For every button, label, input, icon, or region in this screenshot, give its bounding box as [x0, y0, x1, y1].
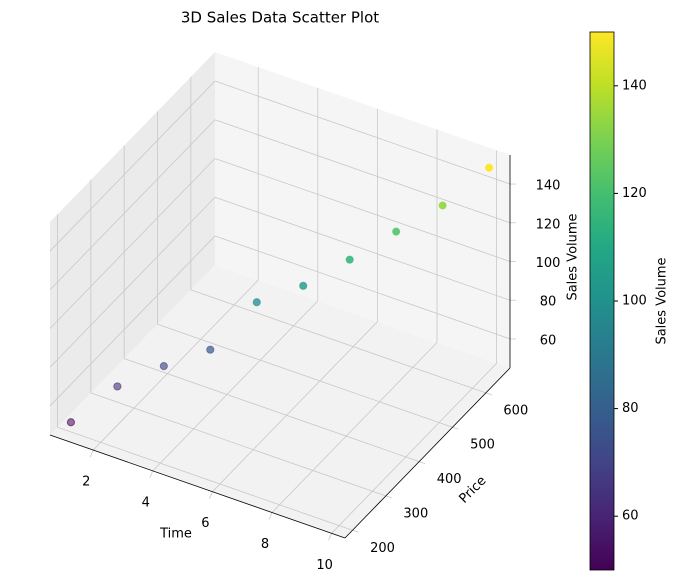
colorbar-tick-label: 100 — [622, 294, 647, 309]
tick-mark — [419, 461, 426, 464]
point — [252, 298, 261, 307]
y-tick-label: 200 — [370, 541, 395, 556]
y-tick-label: 600 — [503, 403, 528, 418]
chart-title: 3D Sales Data Scatter Plot — [181, 9, 379, 27]
grid-line — [49, 80, 216, 252]
z-tick-label: 140 — [536, 179, 561, 194]
axis-line — [344, 367, 511, 539]
tick-mark — [485, 392, 492, 396]
grid-line — [214, 196, 511, 301]
z-tick-label: 100 — [536, 256, 561, 271]
colorbar — [589, 31, 615, 571]
grid-line — [214, 80, 511, 185]
z-axis-label: Sales Volume — [566, 213, 581, 300]
z-tick-label: 120 — [536, 217, 561, 232]
grid-line — [212, 321, 378, 492]
grid-line — [190, 289, 486, 394]
grid-line — [49, 235, 216, 407]
grid-line — [49, 158, 216, 329]
y-tick-label: 300 — [403, 506, 428, 521]
point — [113, 382, 122, 391]
grid-line — [90, 392, 386, 497]
point — [66, 418, 76, 427]
x-axis-label: Time — [159, 527, 192, 542]
point — [438, 201, 447, 210]
tick-mark — [328, 533, 332, 541]
grid-line — [49, 196, 216, 368]
tick-mark — [209, 491, 213, 499]
colorbar-label: Sales Volume — [655, 257, 670, 344]
grid-line — [152, 300, 319, 472]
tick-mark — [352, 529, 359, 533]
grid-line — [124, 358, 420, 462]
grid-line — [92, 279, 259, 451]
z-tick-label: 60 — [540, 333, 557, 348]
z-tick-label: 80 — [540, 295, 557, 310]
tick-mark — [149, 470, 154, 479]
point — [206, 345, 215, 354]
colorbar-tick-label: 80 — [622, 401, 639, 416]
point — [392, 227, 401, 236]
tick-mark — [89, 449, 94, 458]
grid-line — [214, 119, 511, 224]
grid-line — [271, 342, 438, 513]
point — [484, 163, 494, 172]
colorbar-tick-label: 140 — [622, 78, 647, 93]
point — [299, 281, 308, 290]
grid-line — [331, 363, 497, 534]
x-tick-label: 4 — [142, 495, 150, 510]
tick-mark — [385, 495, 392, 499]
x-tick-label: 2 — [82, 475, 90, 490]
grid-line — [157, 323, 453, 428]
grid-line — [57, 426, 353, 531]
grid-line — [214, 235, 511, 340]
y-tick-label: 500 — [470, 438, 495, 453]
colorbar-tick-label: 120 — [622, 186, 647, 201]
tick-mark — [268, 512, 273, 520]
pane-floor — [50, 265, 510, 538]
point — [159, 362, 168, 371]
tick-mark — [452, 426, 459, 430]
axis-line — [49, 434, 346, 539]
point — [345, 255, 354, 264]
grid-line — [214, 158, 511, 262]
colorbar-tick-label: 60 — [622, 509, 639, 524]
grid-line — [49, 119, 216, 291]
x-tick-label: 8 — [261, 537, 269, 552]
y-tick-label: 400 — [437, 472, 462, 487]
x-tick-label: 10 — [316, 558, 333, 573]
x-tick-label: 6 — [201, 516, 209, 531]
